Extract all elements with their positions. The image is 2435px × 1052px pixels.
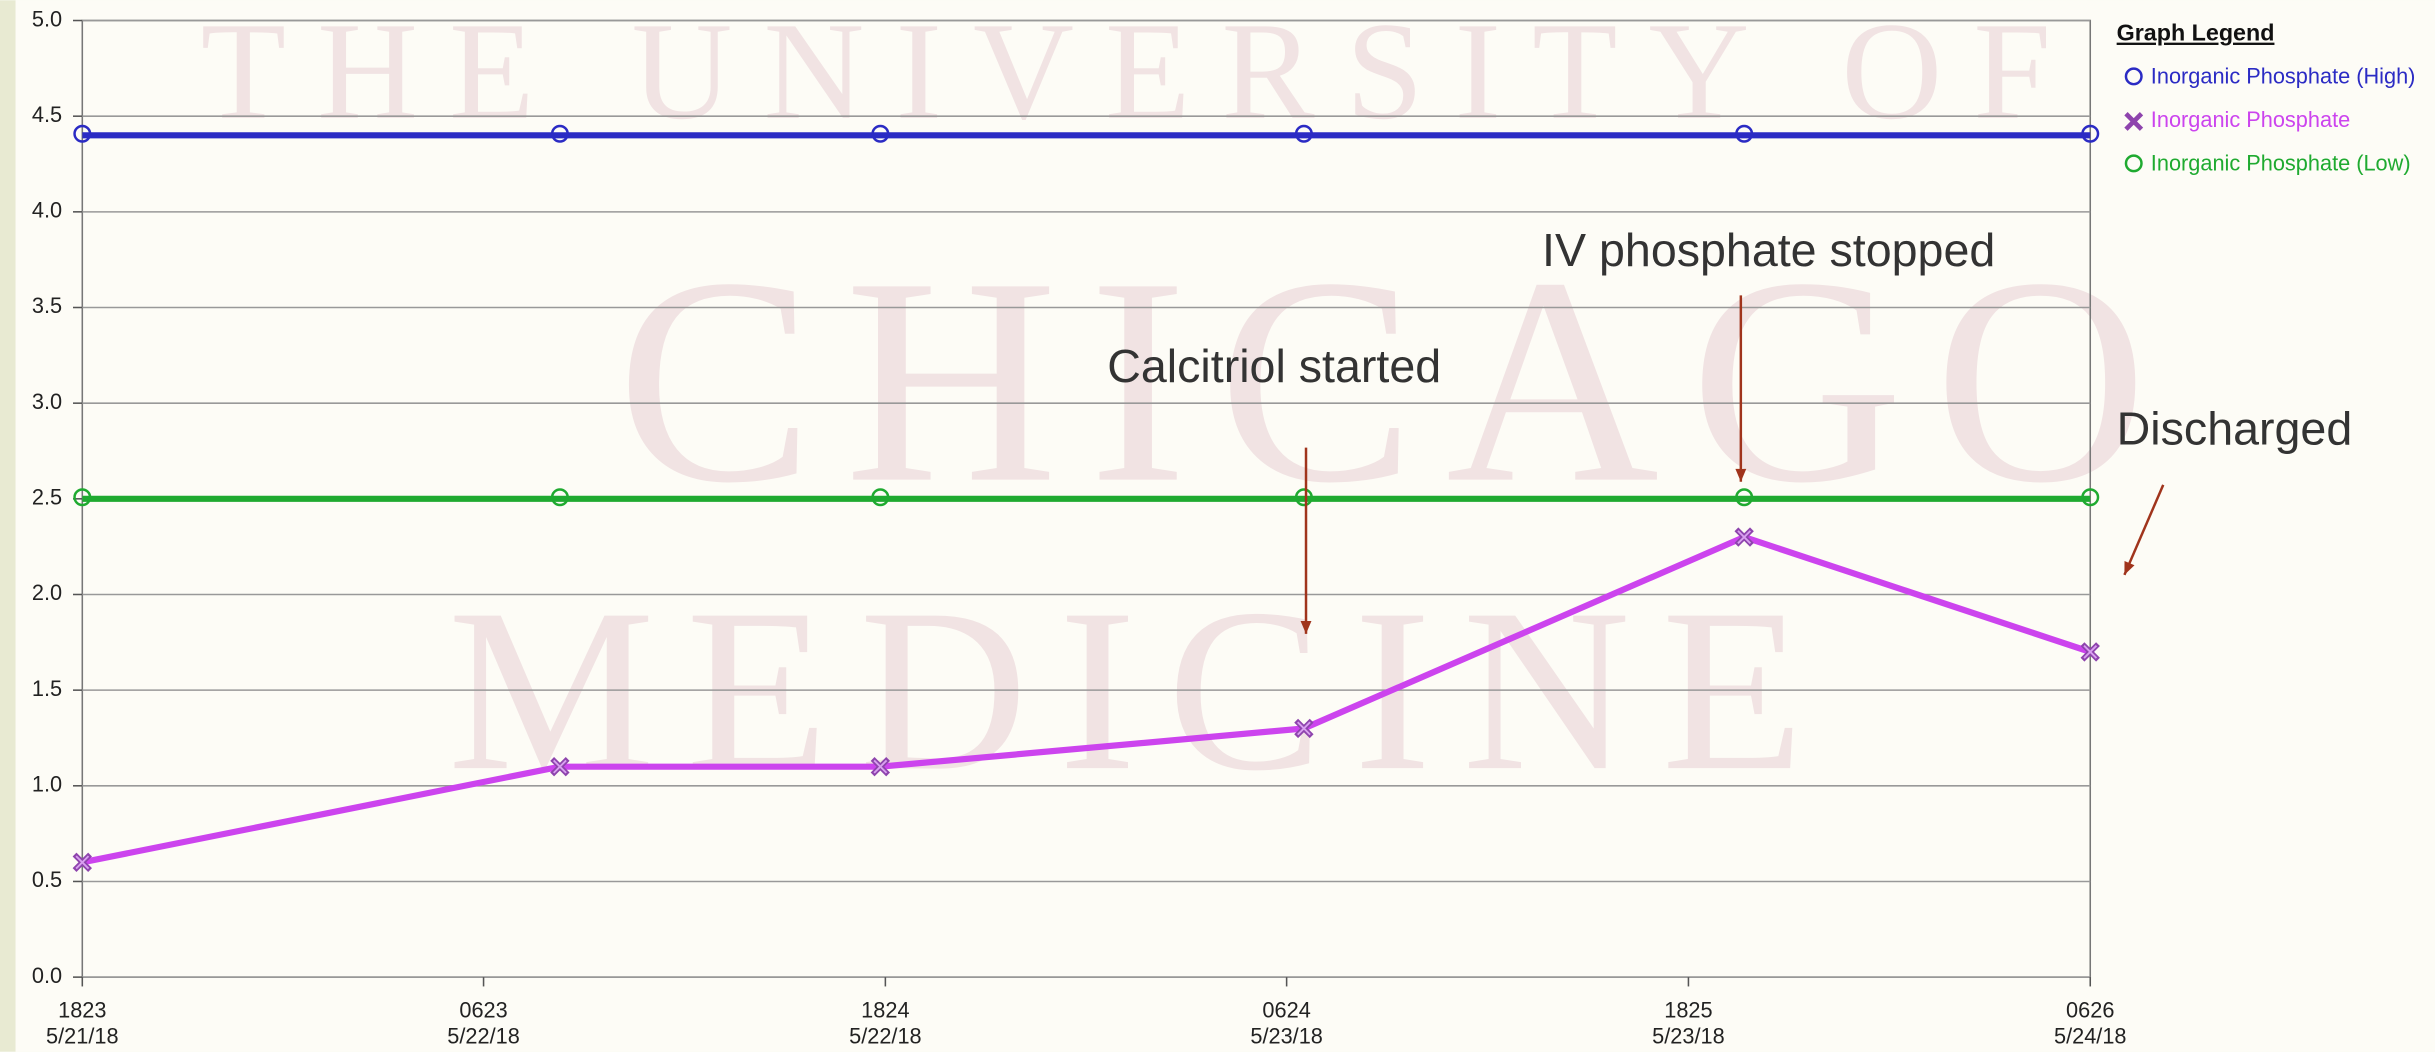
legend-title: Graph Legend xyxy=(2117,20,2275,46)
data-marker xyxy=(550,124,569,143)
x-tick-label: 0626 5/24/18 xyxy=(2054,997,2127,1048)
legend-label: Inorganic Phosphate xyxy=(2151,107,2350,132)
y-tick-label: 5.0 xyxy=(32,6,62,31)
data-marker xyxy=(2080,642,2100,662)
y-tick-label: 0.5 xyxy=(32,867,62,892)
x-tick-label: 1825 5/23/18 xyxy=(1652,997,1725,1048)
data-marker xyxy=(1294,488,1313,507)
y-tick-label: 3.5 xyxy=(32,293,62,318)
data-marker xyxy=(1734,527,1754,547)
y-tick-label: 0.0 xyxy=(32,963,62,988)
y-tick-label: 1.5 xyxy=(32,676,62,701)
data-marker xyxy=(2081,488,2100,507)
data-marker xyxy=(2081,124,2100,143)
annotation-arrowhead xyxy=(1300,621,1312,634)
watermark-text: THE UNIVERSITY OF xyxy=(201,0,2082,149)
data-marker xyxy=(1294,718,1314,739)
y-tick-label: 1.0 xyxy=(32,772,62,797)
annotation-arrowhead xyxy=(2124,560,2135,575)
legend-marker xyxy=(2124,154,2143,173)
annotation: Discharged xyxy=(2117,402,2353,454)
y-tick-label: 2.0 xyxy=(32,580,62,605)
data-marker xyxy=(550,488,569,507)
annotation: Calcitriol started xyxy=(1107,340,1441,392)
x-tick-label: 1823 5/21/18 xyxy=(46,997,119,1048)
data-marker xyxy=(72,852,92,873)
y-tick-label: 4.5 xyxy=(32,102,62,127)
data-marker xyxy=(871,124,890,143)
y-tick-label: 3.0 xyxy=(32,389,62,414)
y-tick-label: 4.0 xyxy=(32,198,62,223)
data-marker xyxy=(1735,124,1754,143)
data-marker xyxy=(870,756,891,777)
legend-label: Inorganic Phosphate (High) xyxy=(2151,64,2416,89)
watermark-text: CHICAGO xyxy=(617,217,2179,544)
left-edge xyxy=(0,0,16,1052)
legend-marker xyxy=(2124,112,2144,131)
annotation: IV phosphate stopped xyxy=(1542,224,1995,276)
annotation-arrowhead xyxy=(1735,468,1747,482)
annotation-arrow xyxy=(2123,484,2165,576)
x-tick-label: 0623 5/22/18 xyxy=(447,997,520,1048)
marker-x-inner xyxy=(75,855,90,870)
x-tick-label: 1824 5/22/18 xyxy=(849,997,922,1048)
legend-marker xyxy=(2124,67,2143,86)
data-marker xyxy=(1294,124,1313,143)
marker-x-inner xyxy=(1737,530,1752,544)
data-marker xyxy=(73,488,92,507)
data-marker xyxy=(550,756,570,777)
series-line xyxy=(81,533,2092,866)
x-tick-label: 0624 5/23/18 xyxy=(1250,997,1323,1048)
marker-x-inner xyxy=(1297,721,1311,736)
legend-label: Inorganic Phosphate (Low) xyxy=(2151,151,2411,176)
data-marker xyxy=(871,488,890,507)
data-marker xyxy=(73,124,92,143)
y-tick-label: 2.5 xyxy=(32,485,62,510)
marker-x-inner xyxy=(2083,645,2098,659)
marker-x-inner xyxy=(553,759,567,774)
data-marker xyxy=(1735,488,1754,507)
marker-x-inner xyxy=(873,759,888,774)
